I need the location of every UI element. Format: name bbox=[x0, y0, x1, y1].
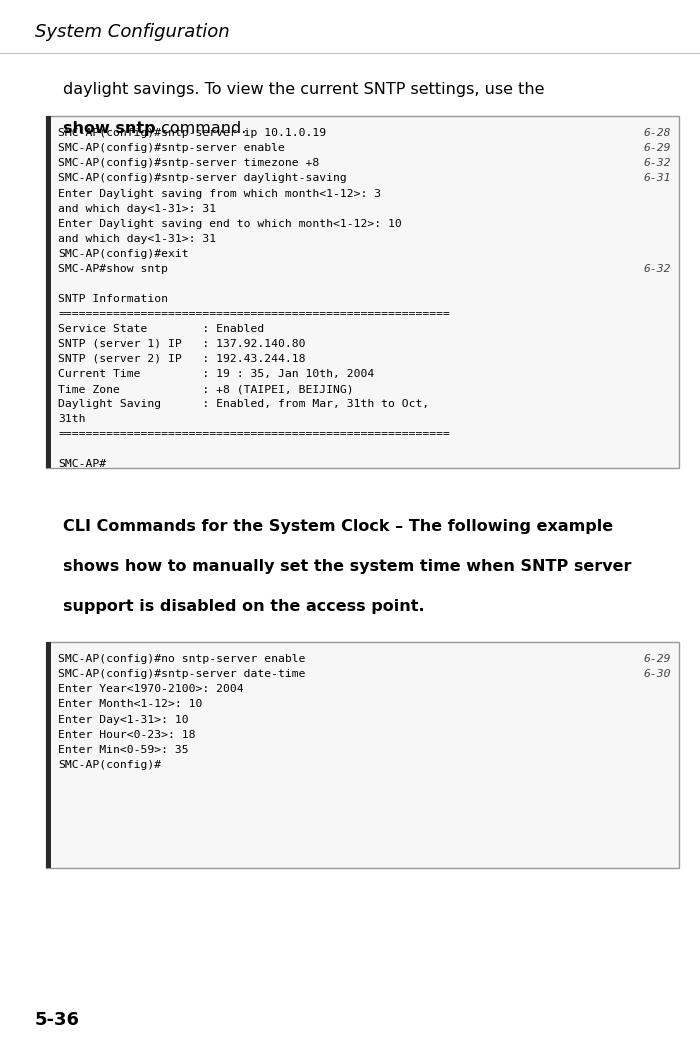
Text: and which day<1-31>: 31: and which day<1-31>: 31 bbox=[58, 234, 216, 244]
Text: 6-29: 6-29 bbox=[643, 654, 671, 665]
Text: 6-28: 6-28 bbox=[643, 128, 671, 139]
Bar bbox=[46, 116, 51, 468]
Text: SMC-AP(config)#sntp-server date-time: SMC-AP(config)#sntp-server date-time bbox=[58, 669, 306, 680]
Text: Enter Hour<0-23>: 18: Enter Hour<0-23>: 18 bbox=[58, 730, 195, 740]
Text: =========================================================: ========================================… bbox=[58, 309, 450, 319]
Text: Enter Min<0-59>: 35: Enter Min<0-59>: 35 bbox=[58, 745, 189, 754]
Text: Enter Daylight saving end to which month<1-12>: 10: Enter Daylight saving end to which month… bbox=[58, 219, 402, 228]
Text: CLI Commands for the System Clock – The following example: CLI Commands for the System Clock – The … bbox=[63, 519, 613, 533]
Text: SMC-AP(config)#sntp-server daylight-saving: SMC-AP(config)#sntp-server daylight-savi… bbox=[58, 174, 347, 183]
Text: shows how to manually set the system time when SNTP server: shows how to manually set the system tim… bbox=[63, 559, 631, 573]
Text: 6-31: 6-31 bbox=[643, 174, 671, 183]
Text: SNTP (server 1) IP   : 137.92.140.80: SNTP (server 1) IP : 137.92.140.80 bbox=[58, 339, 306, 349]
Text: Service State        : Enabled: Service State : Enabled bbox=[58, 324, 265, 333]
Text: SMC-AP#show sntp: SMC-AP#show sntp bbox=[58, 264, 168, 274]
Text: Enter Year<1970-2100>: 2004: Enter Year<1970-2100>: 2004 bbox=[58, 685, 244, 694]
Text: daylight savings. To view the current SNTP settings, use the: daylight savings. To view the current SN… bbox=[63, 82, 545, 97]
Text: Enter Day<1-31>: 10: Enter Day<1-31>: 10 bbox=[58, 714, 189, 725]
Text: 6-32: 6-32 bbox=[643, 159, 671, 168]
Text: SMC-AP(config)#sntp-server enable: SMC-AP(config)#sntp-server enable bbox=[58, 143, 285, 154]
Text: 6-30: 6-30 bbox=[643, 669, 671, 680]
Text: System Configuration: System Configuration bbox=[35, 23, 230, 41]
Text: Enter Daylight saving from which month<1-12>: 3: Enter Daylight saving from which month<1… bbox=[58, 188, 382, 199]
Text: 31th: 31th bbox=[58, 414, 85, 424]
Text: SMC-AP(config)#sntp-server ip 10.1.0.19: SMC-AP(config)#sntp-server ip 10.1.0.19 bbox=[58, 128, 326, 139]
Bar bbox=[46, 642, 51, 868]
Text: and which day<1-31>: 31: and which day<1-31>: 31 bbox=[58, 203, 216, 214]
Bar bbox=[46, 116, 679, 468]
Text: =========================================================: ========================================… bbox=[58, 429, 450, 440]
Text: SMC-AP(config)#exit: SMC-AP(config)#exit bbox=[58, 248, 189, 259]
Text: SNTP Information: SNTP Information bbox=[58, 294, 168, 304]
Text: Current Time         : 19 : 35, Jan 10th, 2004: Current Time : 19 : 35, Jan 10th, 2004 bbox=[58, 369, 375, 379]
Text: SMC-AP(config)#sntp-server timezone +8: SMC-AP(config)#sntp-server timezone +8 bbox=[58, 159, 319, 168]
Text: SMC-AP(config)#no sntp-server enable: SMC-AP(config)#no sntp-server enable bbox=[58, 654, 306, 665]
Text: support is disabled on the access point.: support is disabled on the access point. bbox=[63, 599, 425, 613]
Text: 5-36: 5-36 bbox=[35, 1011, 80, 1029]
Text: Time Zone            : +8 (TAIPEI, BEIJING): Time Zone : +8 (TAIPEI, BEIJING) bbox=[58, 384, 354, 394]
Text: SNTP (server 2) IP   : 192.43.244.18: SNTP (server 2) IP : 192.43.244.18 bbox=[58, 353, 306, 364]
Text: command.: command. bbox=[156, 121, 246, 136]
Text: 6-29: 6-29 bbox=[643, 143, 671, 154]
Text: Daylight Saving      : Enabled, from Mar, 31th to Oct,: Daylight Saving : Enabled, from Mar, 31t… bbox=[58, 399, 429, 409]
Bar bbox=[46, 642, 679, 868]
Text: SMC-AP(config)#: SMC-AP(config)# bbox=[58, 760, 161, 770]
Text: SMC-AP#: SMC-AP# bbox=[58, 460, 106, 469]
Text: Enter Month<1-12>: 10: Enter Month<1-12>: 10 bbox=[58, 700, 202, 709]
Text: 6-32: 6-32 bbox=[643, 264, 671, 274]
Text: show sntp: show sntp bbox=[63, 121, 155, 136]
